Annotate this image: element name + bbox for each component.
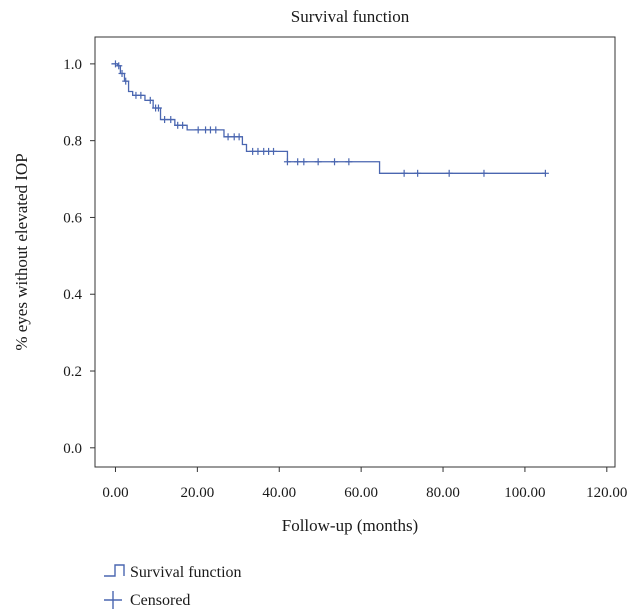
y-tick-label: 0.6	[63, 210, 82, 226]
x-tick-label: 60.00	[344, 485, 378, 501]
censored-marker	[212, 126, 220, 134]
legend-item-survival-function: Survival function	[104, 564, 242, 581]
censored-marker	[122, 77, 130, 85]
y-tick-label: 0.4	[63, 287, 82, 303]
survival-step-line	[111, 63, 546, 174]
censored-marker	[161, 116, 169, 124]
censored-marker	[194, 126, 202, 134]
plot-frame	[94, 36, 616, 468]
y-axis: 0.0 0.2 0.4 0.6 0.8 1.0	[63, 57, 95, 457]
x-tick-label: 120.00	[586, 485, 627, 501]
x-tick-label: 20.00	[180, 485, 214, 501]
x-tick-label: 0.00	[102, 485, 128, 501]
censored-marker	[541, 169, 549, 177]
y-axis-label: % eyes without elevated IOP	[12, 153, 31, 350]
legend-label-censored: Censored	[130, 592, 190, 609]
legend-item-censored: Censored	[104, 591, 190, 609]
x-tick-label: 100.00	[504, 485, 545, 501]
censored-marker	[331, 158, 339, 166]
censored-marker	[235, 133, 243, 141]
x-tick-label: 80.00	[426, 485, 460, 501]
censored-marker	[400, 169, 408, 177]
plus-icon	[104, 591, 122, 609]
censored-marker	[115, 62, 123, 70]
censored-marker	[154, 104, 162, 112]
censored-marker	[179, 121, 187, 129]
censored-marker	[345, 158, 353, 166]
censored-marker	[224, 133, 232, 141]
y-tick-label: 0.0	[63, 441, 82, 457]
censored-marker	[167, 116, 175, 124]
y-tick-label: 1.0	[63, 57, 82, 73]
plot-area	[111, 60, 549, 177]
censored-marker	[314, 158, 322, 166]
censored-marker	[270, 147, 278, 155]
censored-marker	[283, 158, 291, 166]
censored-marker	[414, 169, 422, 177]
chart-title: Survival function	[291, 7, 410, 26]
legend-label-survival-function: Survival function	[130, 564, 242, 581]
x-tick-label: 40.00	[262, 485, 296, 501]
censored-marker	[445, 169, 453, 177]
censored-marker	[300, 158, 308, 166]
censored-marker	[294, 158, 302, 166]
y-tick-label: 0.8	[63, 134, 82, 150]
legend: Survival function Censored	[104, 564, 242, 609]
x-axis-label: Follow-up (months)	[282, 516, 418, 535]
y-tick-label: 0.2	[63, 364, 82, 380]
censored-marker	[146, 96, 154, 104]
censored-marker	[137, 91, 145, 99]
x-axis: 0.00 20.00 40.00 60.00 80.00 100.00 120.00	[102, 467, 627, 501]
censored-marker	[118, 69, 126, 77]
censored-marker	[480, 169, 488, 177]
step-icon	[104, 564, 125, 577]
